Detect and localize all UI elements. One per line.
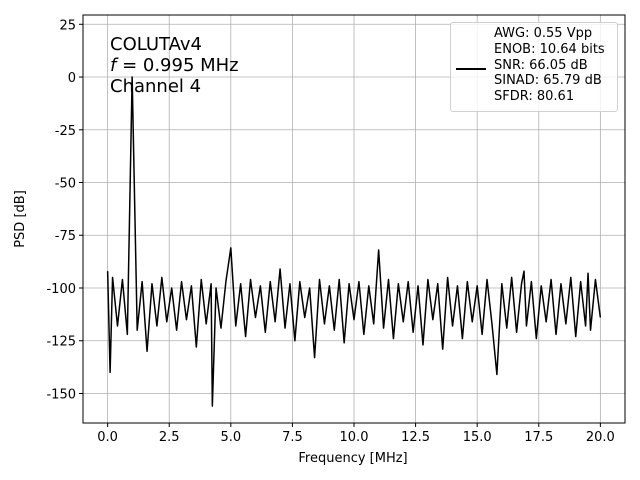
- y-tick-label: -100: [46, 282, 76, 297]
- y-tick-label: 0: [68, 71, 76, 86]
- x-tick-label: 12.5: [401, 430, 430, 445]
- x-tick-label: 10.0: [340, 430, 369, 445]
- y-tick-label: 25: [59, 18, 76, 33]
- x-tick-label: 0.0: [97, 430, 118, 445]
- x-tick-label: 15.0: [463, 430, 492, 445]
- y-tick-label: -75: [55, 229, 76, 244]
- legend-swatch: [456, 68, 486, 70]
- plot-frame: [82, 14, 626, 424]
- x-tick-label: 17.5: [524, 430, 553, 445]
- legend-label: AWG: 0.55 Vpp ENOB: 10.64 bits SNR: 66.0…: [494, 26, 605, 105]
- y-tick-label: -25: [55, 124, 76, 139]
- x-tick-label: 7.5: [282, 430, 303, 445]
- annotation: Channel 4: [110, 76, 201, 97]
- annotation: f = 0.995 MHz: [110, 55, 239, 76]
- y-tick-label: -150: [46, 387, 76, 402]
- y-tick-label: -50: [55, 177, 76, 192]
- annotation-part: COLUTAv4: [110, 34, 202, 55]
- annotation: COLUTAv4: [110, 34, 202, 55]
- annotation-part: = 0.995 MHz: [116, 55, 238, 76]
- x-tick-label: 2.5: [159, 430, 180, 445]
- x-axis-label: Frequency [MHz]: [298, 451, 407, 466]
- x-tick-label: 20.0: [586, 430, 615, 445]
- psd-line: [106, 76, 602, 407]
- annotation-part: Channel 4: [110, 76, 201, 97]
- legend: AWG: 0.55 Vpp ENOB: 10.64 bits SNR: 66.0…: [450, 22, 618, 112]
- y-axis-label: PSD [dB]: [13, 190, 28, 248]
- annotation-part: f: [110, 55, 119, 76]
- x-tick-label: 5.0: [220, 430, 241, 445]
- y-tick-label: -125: [46, 335, 76, 350]
